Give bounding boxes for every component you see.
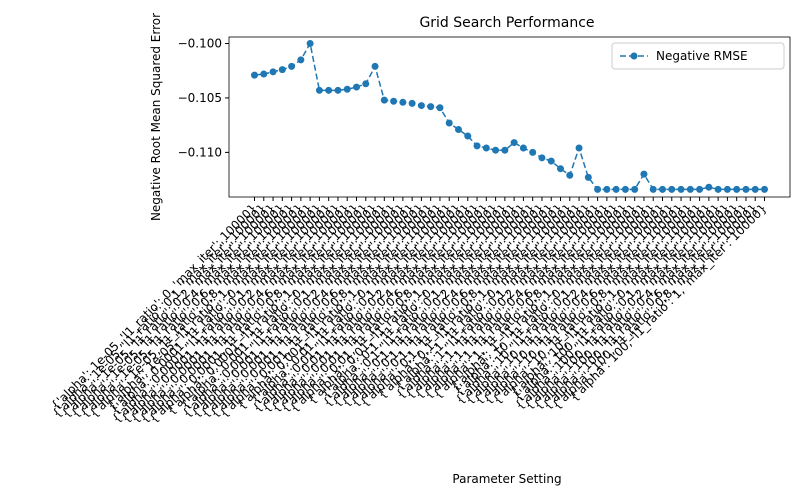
marker <box>343 85 351 93</box>
y-tick-label: −0.100 <box>178 37 222 51</box>
marker <box>371 62 379 70</box>
legend-marker <box>630 52 638 60</box>
marker <box>519 144 527 152</box>
marker <box>714 185 722 193</box>
marker <box>575 144 583 152</box>
marker <box>306 40 314 48</box>
marker <box>594 185 602 193</box>
y-tick-label: −0.110 <box>178 145 222 159</box>
marker <box>529 148 537 156</box>
marker <box>631 185 639 193</box>
marker <box>584 173 592 181</box>
marker <box>510 139 518 147</box>
chart-title: Grid Search Performance <box>419 15 594 31</box>
marker <box>380 96 388 104</box>
marker <box>445 119 453 127</box>
marker <box>288 62 296 70</box>
marker <box>260 70 268 78</box>
marker <box>659 185 666 193</box>
marker <box>251 71 258 79</box>
marker <box>612 185 620 193</box>
marker <box>297 56 305 64</box>
x-axis-label: Parameter Setting <box>452 472 561 486</box>
marker <box>621 185 629 193</box>
marker <box>455 126 462 134</box>
marker <box>649 185 657 193</box>
axes-frame <box>228 36 791 198</box>
y-tick-label: −0.105 <box>178 91 222 105</box>
marker <box>353 83 360 91</box>
legend-box <box>611 42 785 70</box>
marker <box>269 68 277 76</box>
marker <box>417 102 425 110</box>
marker <box>742 185 750 193</box>
marker <box>696 185 704 193</box>
marker <box>315 86 323 94</box>
marker <box>723 185 731 193</box>
marker <box>566 171 574 179</box>
marker <box>538 154 546 162</box>
marker <box>640 170 648 178</box>
marker <box>751 185 759 193</box>
marker <box>436 104 444 112</box>
legend-label: Negative RMSE <box>656 49 748 63</box>
marker <box>473 142 481 150</box>
marker <box>362 80 370 88</box>
marker <box>464 132 472 140</box>
marker <box>427 103 435 111</box>
marker <box>668 185 676 193</box>
marker <box>557 165 564 173</box>
marker <box>686 185 694 193</box>
marker <box>603 185 611 193</box>
marker <box>761 185 768 193</box>
marker <box>733 185 741 193</box>
marker <box>492 146 500 154</box>
marker <box>501 146 509 154</box>
y-axis-label: Negative Root Mean Squared Error <box>149 13 163 221</box>
marker <box>408 99 416 107</box>
marker <box>399 98 407 106</box>
marker <box>482 144 490 152</box>
marker <box>278 66 286 74</box>
marker <box>390 97 398 105</box>
marker <box>705 183 713 191</box>
marker <box>547 157 555 165</box>
marker <box>334 86 342 94</box>
marker <box>325 86 333 94</box>
marker <box>677 185 685 193</box>
